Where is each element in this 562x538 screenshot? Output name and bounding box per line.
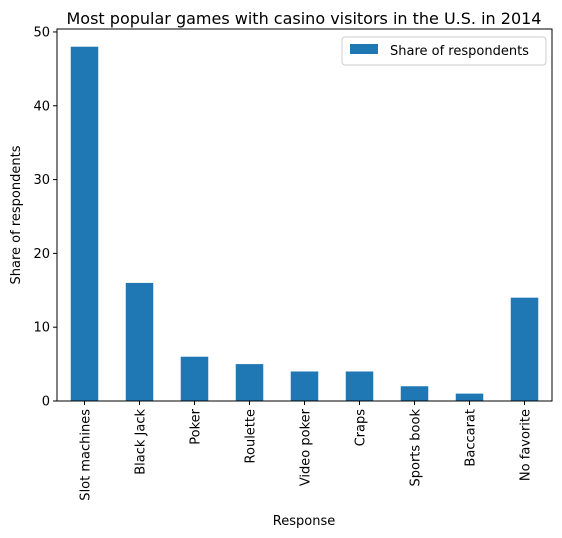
x-tick-label-0: Slot machines <box>79 409 94 501</box>
bar-5 <box>345 371 374 401</box>
x-tick-label-5: Craps <box>354 409 369 447</box>
y-axis-title: Share of respondents <box>9 145 24 284</box>
bar-7 <box>455 393 484 401</box>
bar-6 <box>400 386 429 401</box>
y-tick-label-1: 10 <box>33 321 50 336</box>
y-tick-label-3: 30 <box>33 173 50 188</box>
x-tick-label-4: Video poker <box>299 408 314 486</box>
x-axis-title: Response <box>273 514 335 529</box>
x-tick-label-3: Roulette <box>244 409 259 463</box>
bar-4 <box>290 371 319 401</box>
legend: Share of respondents <box>341 36 547 66</box>
bar-8 <box>510 297 539 401</box>
y-tick-label-0: 0 <box>42 395 50 410</box>
x-axis: Slot machines Black Jack Poker Roulette Vide… <box>79 401 534 501</box>
legend-frame <box>341 36 547 66</box>
x-tick-label-1: Black Jack <box>134 409 149 475</box>
bar-1 <box>125 282 154 401</box>
x-tick-label-8: No favorite <box>519 409 534 481</box>
x-tick-label-2: Poker <box>189 408 204 444</box>
x-tick-label-6: Sports book <box>409 409 424 487</box>
legend-label: Share of respondents <box>390 44 529 59</box>
x-tick-label-7: Baccarat <box>464 409 479 467</box>
bar-0 <box>70 46 99 401</box>
plot-frame <box>56 28 553 402</box>
y-tick-label-2: 20 <box>33 247 50 262</box>
y-tick-label-4: 40 <box>33 99 50 114</box>
y-axis: 0 10 20 30 40 50 <box>33 25 57 410</box>
bar-3 <box>235 364 264 401</box>
bar-2 <box>180 356 209 401</box>
legend-swatch <box>350 44 378 54</box>
chart-title: Most popular games with casino visitors … <box>67 9 542 28</box>
y-tick-label-5: 50 <box>33 25 50 40</box>
bars-group <box>70 46 539 401</box>
